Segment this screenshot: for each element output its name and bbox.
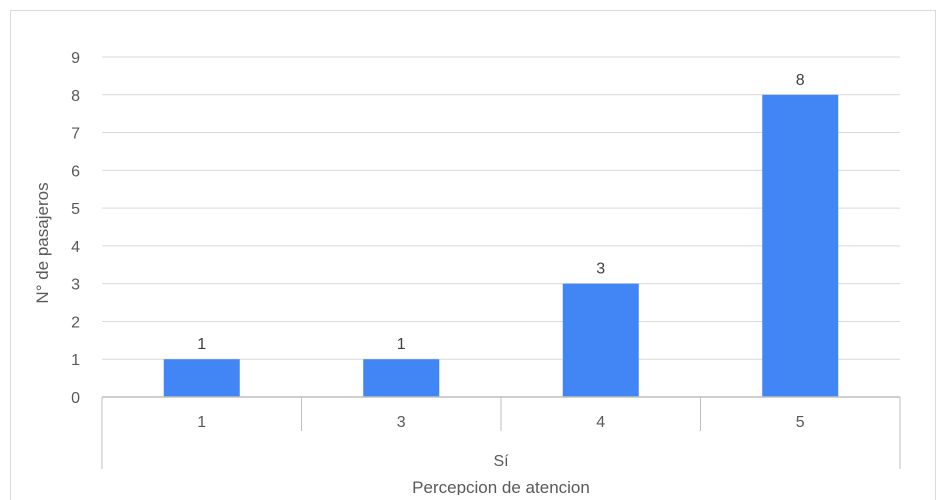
y-axis-title: N° de pasajeros (33, 182, 52, 303)
data-label: 8 (796, 72, 805, 89)
bar (163, 359, 240, 397)
bars (163, 94, 839, 398)
y-tick-label: 6 (71, 163, 80, 180)
data-label: 3 (596, 261, 605, 278)
y-tick-label: 9 (71, 50, 80, 67)
y-tick-label: 1 (71, 352, 80, 369)
x-tick-label: 5 (796, 414, 805, 431)
x-axis: 1 3 4 5 Sí (101, 396, 901, 470)
y-tick-label: 7 (71, 126, 80, 143)
data-labels: 1 1 3 8 (197, 72, 805, 353)
y-tick-label: 5 (71, 201, 80, 218)
x-axis-title: Percepcion de atencion (412, 478, 590, 495)
x-tick-label: 1 (197, 414, 206, 431)
x-tick-label: 4 (596, 414, 605, 431)
x-tick-label: 3 (397, 414, 406, 431)
x-group-label: Sí (493, 453, 509, 470)
y-tick-label: 4 (71, 239, 80, 256)
y-axis-ticks: 0 1 2 3 4 5 6 7 8 9 (71, 50, 80, 407)
y-tick-label: 8 (71, 88, 80, 105)
bar (762, 94, 839, 398)
y-tick-label: 0 (71, 390, 80, 407)
y-tick-label: 2 (71, 314, 80, 331)
gridlines (102, 56, 900, 360)
y-tick-label: 3 (71, 277, 80, 294)
data-label: 1 (197, 336, 206, 353)
bar (562, 283, 639, 397)
data-label: 1 (397, 336, 406, 353)
bar (363, 359, 440, 397)
